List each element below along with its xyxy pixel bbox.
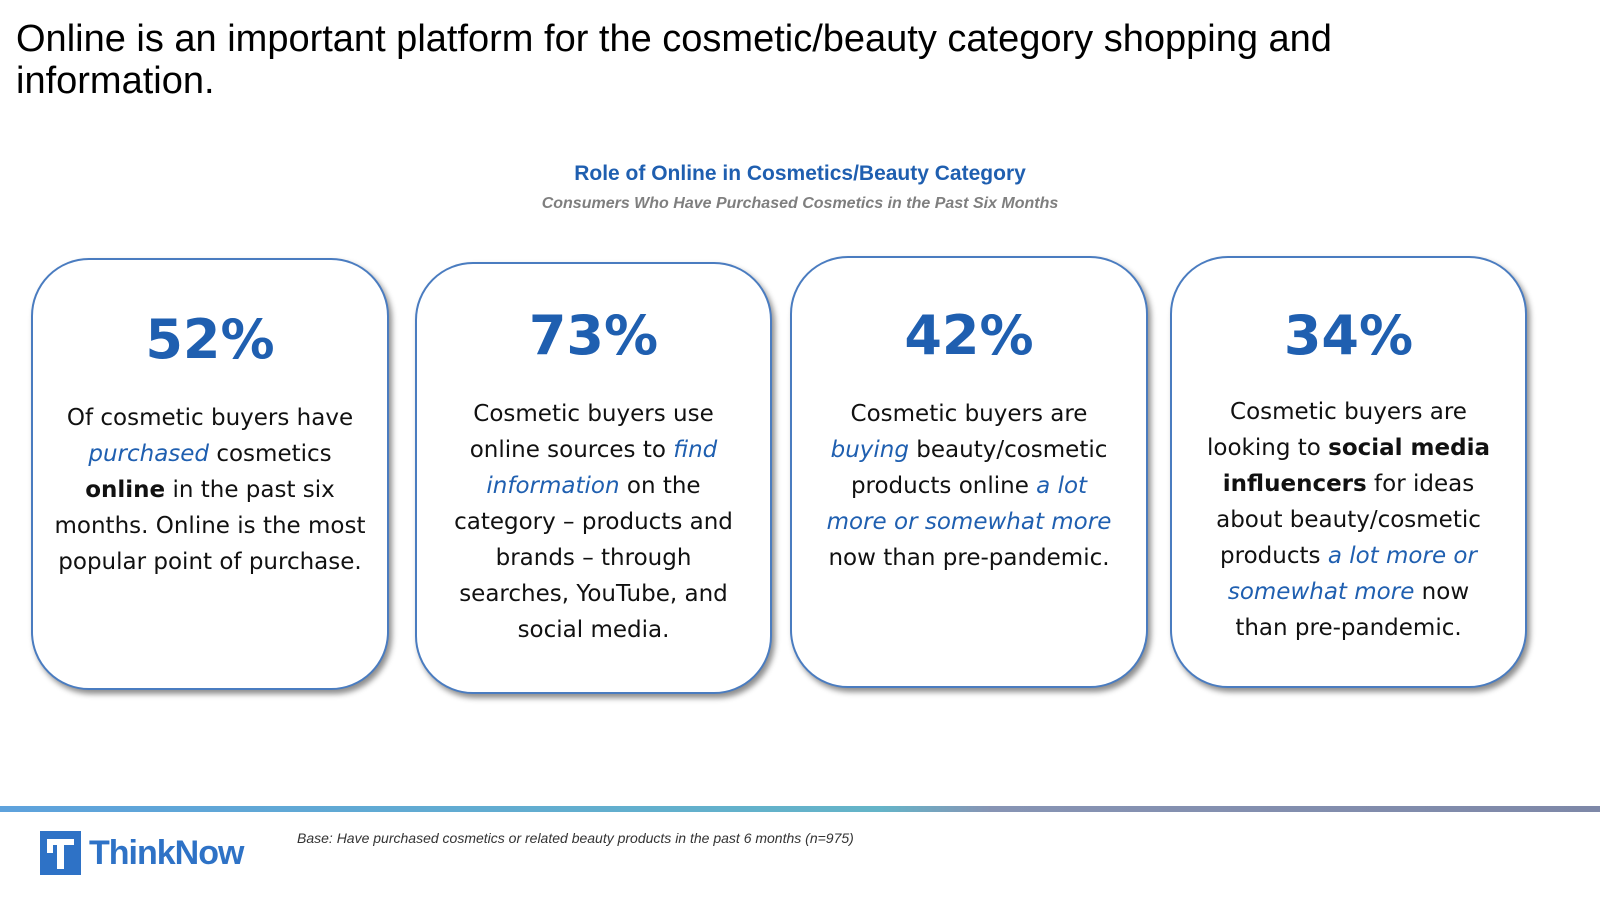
stat-card-buying-online: 42% Cosmetic buyers are buying beauty/co… bbox=[790, 256, 1148, 688]
stat-text-bold: social media influencers bbox=[1222, 435, 1490, 497]
stat-text: in the past six months. Online is the mo… bbox=[54, 477, 366, 575]
stat-text-emphasis: a lot more or somewhat more bbox=[1227, 543, 1477, 605]
stat-percent: 73% bbox=[528, 304, 659, 367]
logo-text: ThinkNow bbox=[89, 833, 244, 872]
stat-card-purchased-online: 52% Of cosmetic buyers have purchased co… bbox=[31, 258, 389, 690]
thinknow-logo-icon bbox=[40, 831, 81, 875]
stat-percent: 42% bbox=[904, 304, 1034, 367]
stat-percent: 52% bbox=[145, 308, 275, 371]
stat-text-emphasis: buying bbox=[830, 437, 909, 463]
stat-description: Cosmetic buyers are buying beauty/cosmet… bbox=[819, 396, 1119, 576]
stat-text-emphasis: find information bbox=[486, 437, 718, 499]
stat-card-find-information: 73% Cosmetic buyers use online sources t… bbox=[415, 262, 772, 694]
stat-card-social-influencers: 34% Cosmetic buyers are looking to socia… bbox=[1170, 256, 1527, 688]
stat-percent: 34% bbox=[1283, 304, 1414, 367]
stat-text: Cosmetic buyers are bbox=[850, 401, 1088, 427]
stat-description: Cosmetic buyers are looking to social me… bbox=[1199, 394, 1499, 646]
chart-subtitle: Consumers Who Have Purchased Cosmetics i… bbox=[541, 195, 1059, 212]
stat-text: now than pre-pandemic. bbox=[828, 545, 1110, 571]
stat-text-emphasis: a lot more or somewhat more bbox=[826, 473, 1112, 535]
stat-text-bold: online bbox=[85, 477, 166, 503]
footer-divider bbox=[0, 806, 1600, 812]
stat-description: Of cosmetic buyers have purchased cosmet… bbox=[45, 400, 375, 580]
stat-text: beauty/cosmetic products online bbox=[850, 437, 1108, 499]
chart-title: Role of Online in Cosmetics/Beauty Categ… bbox=[574, 162, 1026, 185]
slide-title: Online is an important platform for the … bbox=[16, 18, 1332, 102]
stat-text: now than pre-pandemic. bbox=[1235, 579, 1470, 641]
stat-text: Cosmetic buyers are looking to bbox=[1207, 399, 1467, 461]
stat-text: on the category – products and brands – … bbox=[454, 473, 733, 643]
stat-text: for ideas about beauty/cosmetic products bbox=[1216, 471, 1481, 569]
stat-description: Cosmetic buyers use online sources to fi… bbox=[444, 396, 744, 648]
stat-text: Of cosmetic buyers have bbox=[66, 405, 354, 431]
base-note: Base: Have purchased cosmetics or relate… bbox=[297, 830, 854, 846]
stat-text-emphasis: purchased bbox=[88, 441, 210, 467]
thinknow-logo: ThinkNow bbox=[40, 831, 244, 875]
stat-text: cosmetics bbox=[209, 441, 332, 467]
stat-text: Cosmetic buyers use online sources to bbox=[469, 401, 714, 463]
